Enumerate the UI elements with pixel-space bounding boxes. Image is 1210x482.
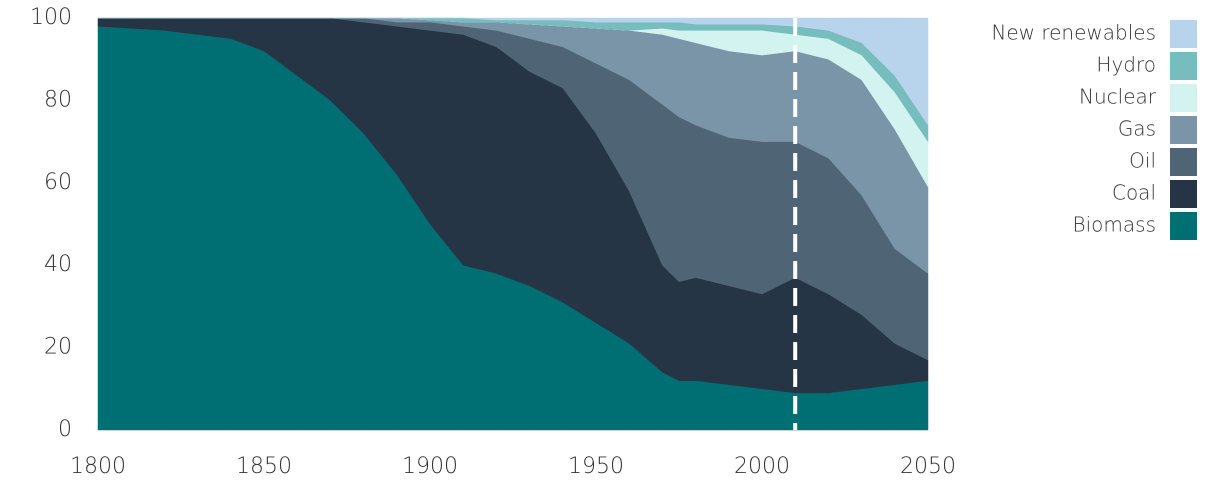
legend-swatch: [1170, 116, 1197, 144]
x-tick-label: 1850: [236, 454, 292, 479]
area: [98, 17, 929, 126]
x-tick-label: 1900: [402, 454, 458, 479]
y-tick-label: 80: [44, 87, 72, 112]
x-tick-label: 1800: [70, 454, 126, 479]
legend-label: Nuclear: [1079, 85, 1157, 109]
y-tick-label: 60: [44, 170, 72, 195]
x-tick-label: 1950: [568, 454, 624, 479]
legend-swatch: [1170, 84, 1197, 112]
y-tick-label: 100: [30, 5, 72, 30]
legend-label: Coal: [1112, 181, 1156, 205]
legend-swatch: [1170, 52, 1197, 80]
y-tick-label: 40: [44, 252, 72, 277]
legend-label: Gas: [1118, 117, 1156, 141]
legend-label: Oil: [1129, 149, 1156, 173]
y-tick-label: 0: [58, 417, 72, 442]
legend-swatch: [1170, 180, 1197, 208]
legend-label: Hydro: [1096, 53, 1156, 77]
legend-label: Biomass: [1073, 213, 1156, 237]
legend-swatch: [1170, 212, 1197, 240]
legend-swatch: [1170, 20, 1197, 48]
x-tick-label: 2050: [900, 454, 956, 479]
x-tick-label: 2000: [734, 454, 790, 479]
legend-swatch: [1170, 148, 1197, 176]
y-tick-label: 20: [44, 335, 72, 360]
legend-label: New renewables: [991, 21, 1156, 45]
